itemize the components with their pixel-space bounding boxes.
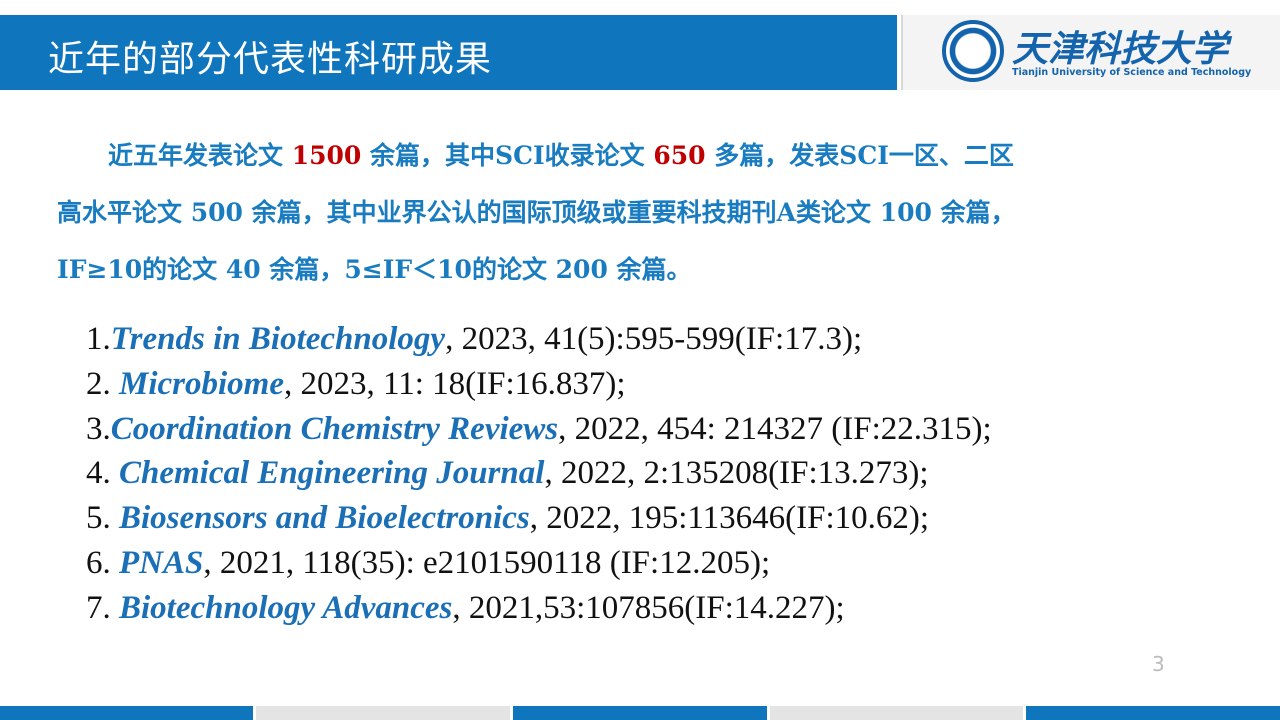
summary-text: 近五年发表论文: [108, 141, 292, 170]
summary-text: IF≥10的论文 40 余篇，5≤IF＜10的论文 200 余篇。: [57, 255, 692, 284]
footer-stripe: [256, 706, 510, 720]
paper-number: 2.: [86, 365, 119, 402]
paper-entry: 6. PNAS, 2021, 118(35): e2101590118 (IF:…: [86, 545, 770, 582]
paper-entry: 3.Coordination Chemistry Reviews, 2022, …: [86, 411, 992, 448]
paper-number: 4.: [86, 455, 119, 492]
paper-journal: Biotechnology Advances: [119, 589, 453, 626]
paper-entry: 1.Trends in Biotechnology, 2023, 41(5):5…: [86, 321, 862, 358]
footer-stripe: [770, 706, 1023, 720]
slide-title: 近年的部分代表性科研成果: [48, 39, 493, 80]
paper-details: , 2021, 118(35): e2101590118 (IF:12.205)…: [203, 545, 771, 581]
summary-line: 近五年发表论文 1500 余篇，其中SCI收录论文 650 多篇，发表SCI一区…: [108, 136, 1014, 172]
footer-stripe: [1026, 706, 1280, 720]
paper-number: 1.: [86, 321, 111, 357]
summary-text: 多篇，发表SCI一区、二区: [705, 141, 1014, 170]
summary-line: 高水平论文 500 余篇，其中业界公认的国际顶级或重要科技期刊A类论文 100 …: [57, 193, 1016, 229]
paper-entry: 4. Chemical Engineering Journal, 2022, 2…: [86, 455, 929, 492]
paper-details: , 2022, 2:135208(IF:13.273);: [544, 455, 929, 492]
paper-number: 5.: [86, 500, 119, 537]
paper-journal: Microbiome: [119, 365, 284, 402]
summary-text: 高水平论文 500 余篇，其中业界公认的国际顶级或重要科技期刊A类论文 100 …: [57, 198, 1016, 227]
paper-number: 3.: [86, 410, 111, 447]
summary-text: 余篇，其中SCI收录论文: [361, 141, 654, 170]
summary-text: 650: [653, 141, 706, 170]
paper-entry: 7. Biotechnology Advances, 2021,53:10785…: [86, 590, 845, 627]
logo-emblem: [942, 20, 1004, 82]
paper-entry: 2. Microbiome, 2023, 11: 18(IF:16.837);: [86, 366, 626, 403]
paper-journal: Coordination Chemistry Reviews: [110, 410, 559, 447]
paper-details: , 2021,53:107856(IF:14.227);: [452, 589, 845, 626]
summary-text: 1500: [291, 141, 362, 170]
paper-number: 7.: [86, 589, 119, 626]
paper-journal: Trends in Biotechnology: [110, 321, 446, 357]
footer-stripe: [513, 706, 767, 720]
paper-journal: Chemical Engineering Journal: [119, 455, 545, 492]
logo-subtitle: Tianjin University of Science and Techno…: [1012, 67, 1252, 78]
logo-name: 天津科技大学: [1012, 28, 1229, 70]
footer-stripe: [0, 706, 253, 720]
paper-details: , 2022, 454: 214327 (IF:22.315);: [558, 410, 992, 447]
summary-line: IF≥10的论文 40 余篇，5≤IF＜10的论文 200 余篇。: [57, 250, 692, 286]
paper-number: 6.: [86, 545, 119, 581]
paper-entry: 5. Biosensors and Bioelectronics, 2022, …: [86, 500, 929, 537]
header-band: [0, 15, 897, 90]
paper-details: , 2022, 195:113646(IF:10.62);: [529, 500, 930, 537]
page-number: 3: [1152, 652, 1165, 676]
paper-details: , 2023, 11: 18(IF:16.837);: [283, 365, 626, 402]
paper-journal: PNAS: [119, 545, 204, 581]
paper-journal: Biosensors and Bioelectronics: [119, 500, 530, 537]
paper-details: , 2023, 41(5):595-599(IF:17.3);: [445, 321, 863, 357]
